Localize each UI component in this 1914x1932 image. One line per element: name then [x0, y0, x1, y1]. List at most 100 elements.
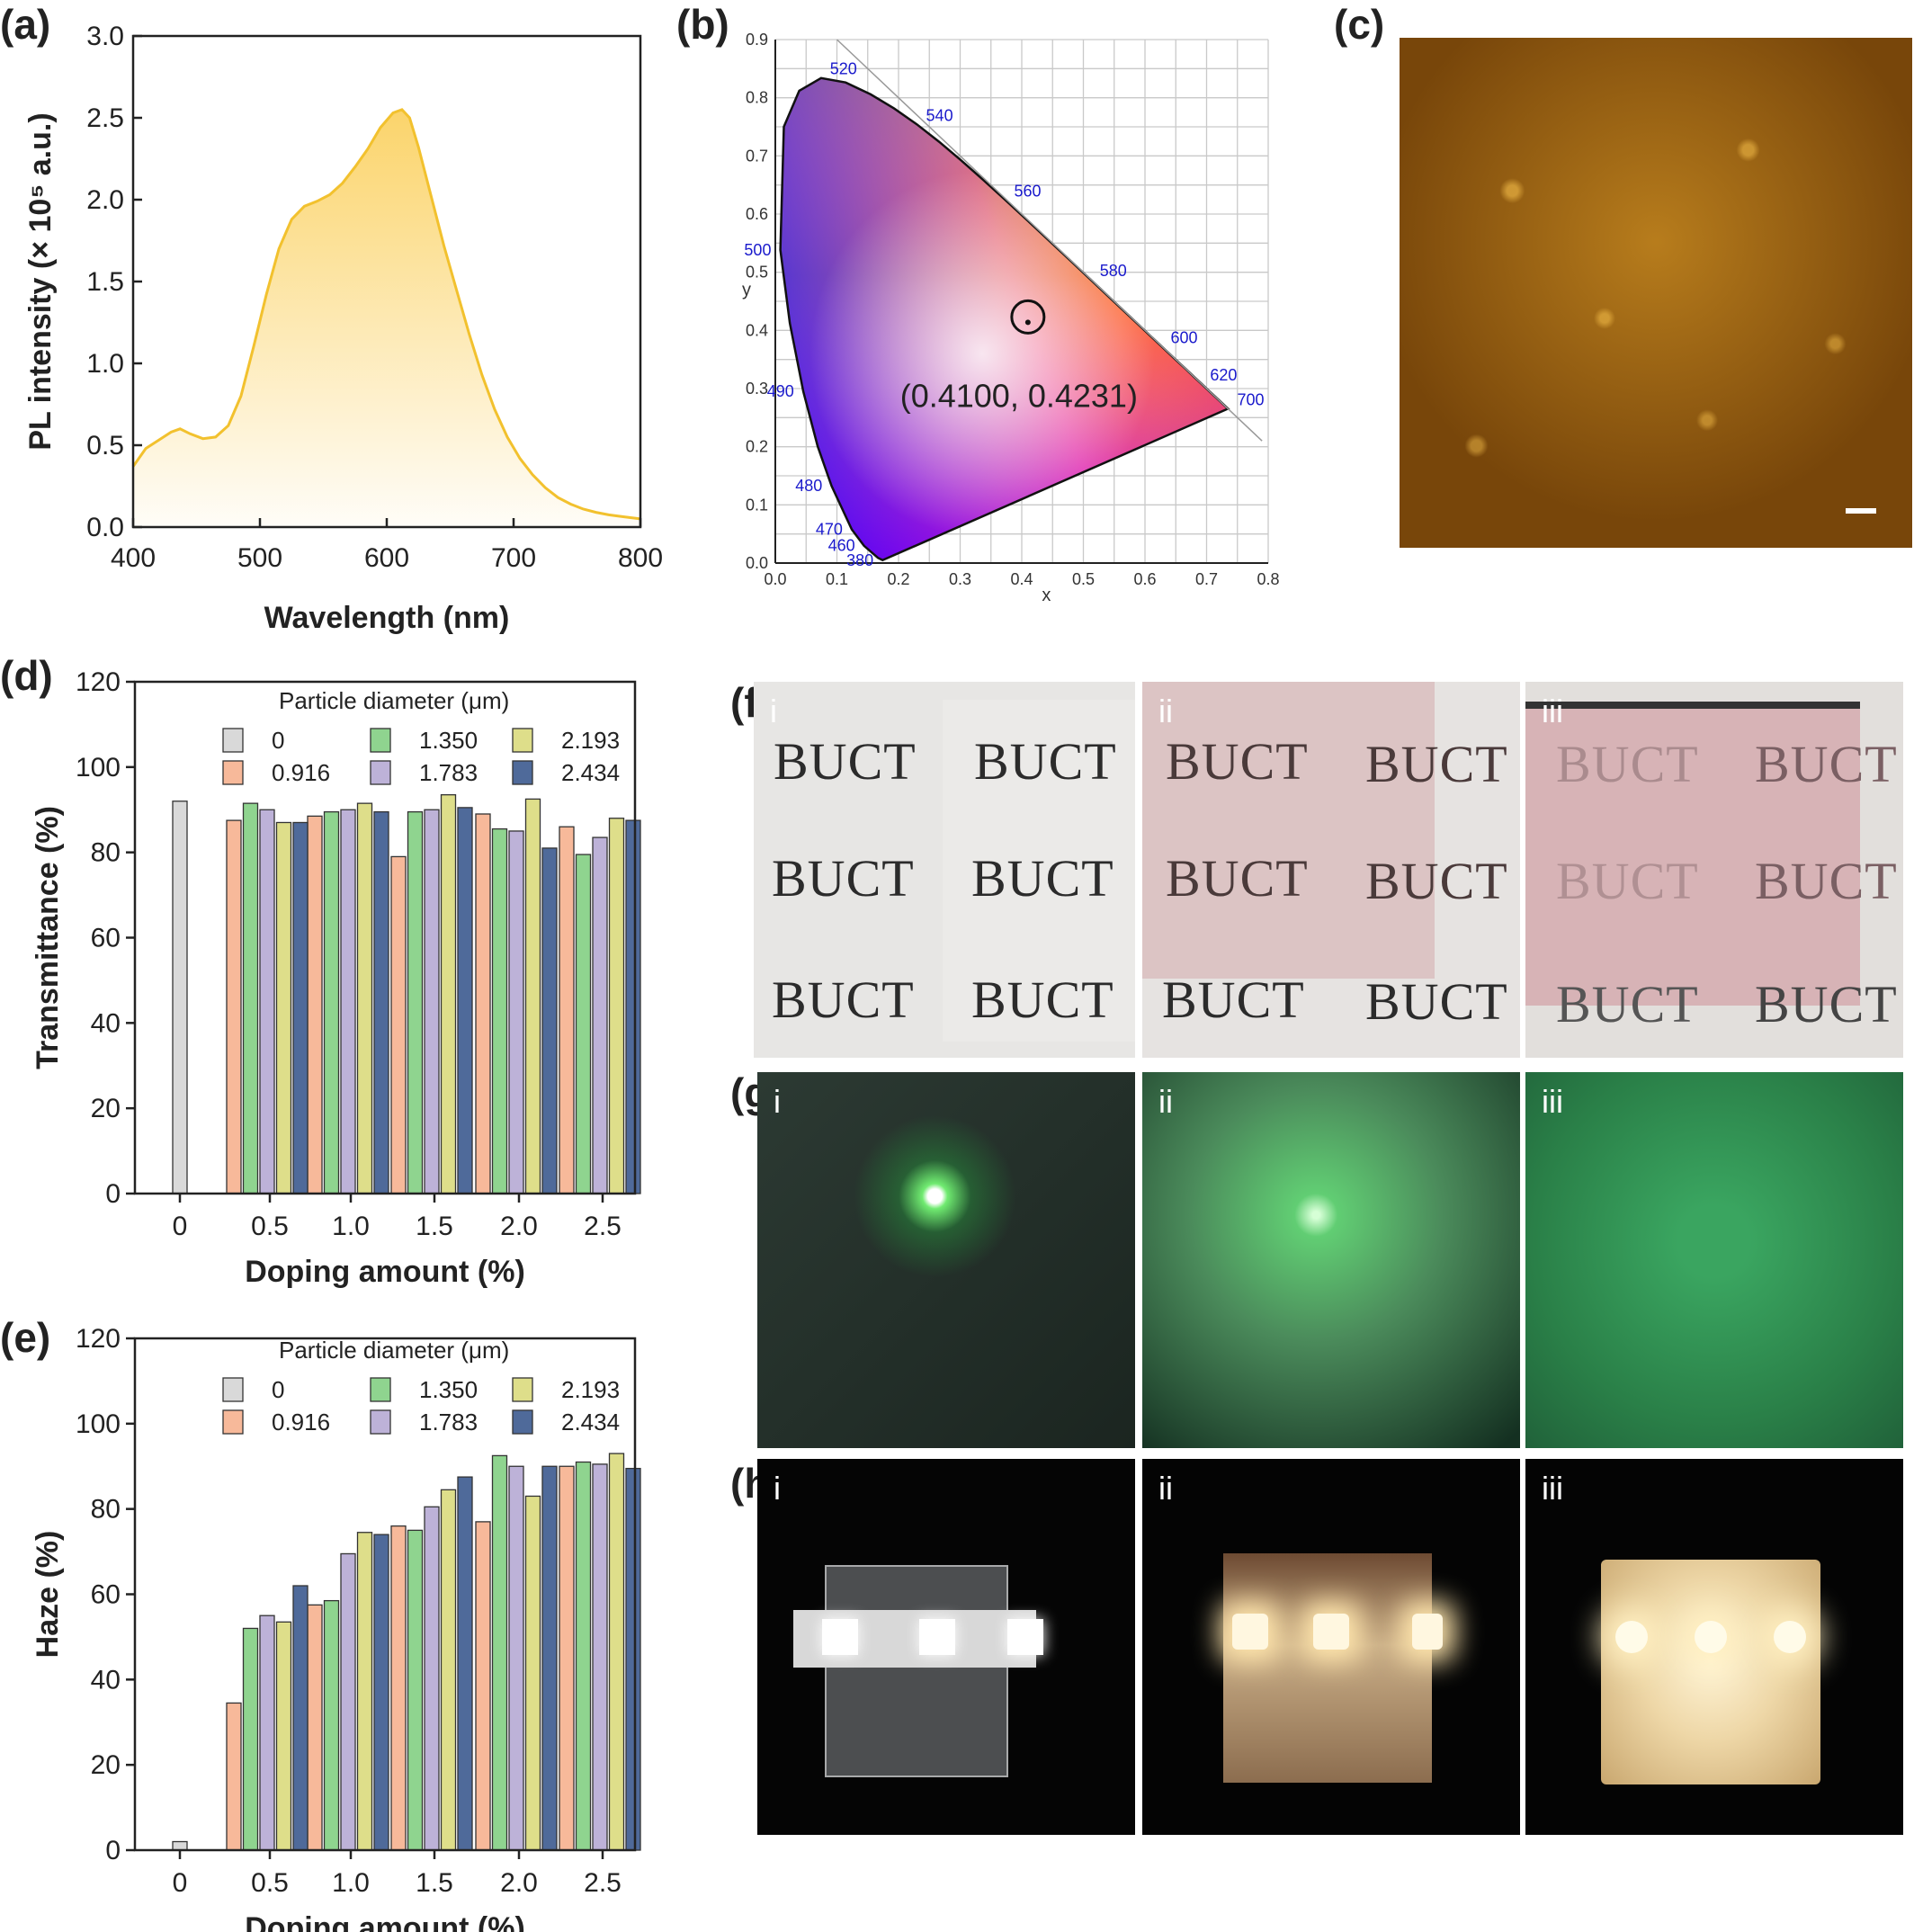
diagonal-line	[836, 39, 1263, 442]
photo-h-i: i	[757, 1459, 1135, 1835]
y-tick-label: 0.4	[746, 321, 768, 339]
x-tick-label: 1.5	[416, 1212, 453, 1241]
x-tick-label: 0.5	[251, 1868, 289, 1898]
wavelength-label: 480	[795, 477, 822, 495]
wavelength-label: 700	[1237, 391, 1264, 409]
x-tick-label: 400	[111, 543, 156, 573]
bar	[292, 821, 309, 1194]
bar	[508, 1465, 524, 1851]
bar	[575, 1461, 592, 1851]
legend-entry: 1.783	[419, 759, 478, 786]
x-axis-label: Doping amount (%)	[245, 1255, 525, 1289]
x-tick-label: 0.5	[251, 1212, 289, 1241]
panel-label-c: (c)	[1334, 1, 1385, 48]
x-tick-label: 1.0	[332, 1212, 370, 1241]
y-tick-label: 0.6	[746, 205, 768, 223]
photo-f-label-i: i	[770, 693, 777, 729]
photo-g-i: i	[757, 1072, 1135, 1448]
y-tick-label: 0.2	[746, 438, 768, 456]
y-tick-label: 0.5	[86, 431, 124, 461]
bar	[373, 1534, 389, 1851]
x-axis-label: x	[1042, 586, 1051, 605]
y-tick-label: 0.3	[746, 380, 768, 398]
panel-label-e: (e)	[0, 1314, 51, 1361]
bar	[323, 810, 340, 1194]
wavelength-label: 580	[1100, 262, 1127, 280]
buct-text: BUCT	[971, 970, 1114, 1029]
legend-title: Particle diameter (μm)	[279, 687, 509, 714]
x-tick-label: 0.2	[887, 570, 909, 588]
bar	[559, 1465, 575, 1851]
legend-swatch	[222, 1409, 244, 1435]
buct-text: BUCT	[1365, 852, 1508, 910]
wavelength-label: 490	[767, 382, 794, 400]
legend-title: Particle diameter (μm)	[279, 1337, 509, 1364]
x-tick-label: 0.5	[1072, 570, 1095, 588]
photo-f-iii: iii BUCT BUCT BUCT BUCT BUCT BUCT	[1525, 682, 1903, 1058]
y-tick-label: 3.0	[86, 22, 124, 51]
legend-swatch	[512, 760, 533, 785]
x-tick-label: 1.5	[416, 1868, 453, 1898]
bar	[541, 847, 558, 1194]
bar	[508, 830, 524, 1194]
wavelength-label: 620	[1210, 366, 1237, 384]
bar	[524, 798, 541, 1194]
photo-f-ii: ii BUCT BUCT BUCT BUCT BUCT BUCT	[1142, 682, 1520, 1058]
buct-text: BUCT	[1755, 975, 1898, 1033]
x-tick-label: 500	[237, 543, 282, 573]
bar	[541, 1465, 558, 1851]
y-tick-label: 1.5	[86, 267, 124, 297]
bar	[625, 819, 641, 1194]
bar	[259, 809, 275, 1194]
bar	[457, 1476, 473, 1851]
bar	[475, 1521, 491, 1851]
scale-bar	[1846, 508, 1876, 514]
photo-f-label-ii: ii	[1158, 693, 1173, 729]
bar	[356, 802, 373, 1194]
photo-f-i: i BUCT BUCT BUCT BUCT BUCT BUCT	[754, 682, 1135, 1058]
bar	[407, 810, 424, 1194]
y-tick-label: 2.5	[86, 103, 124, 133]
buct-text: BUCT	[1556, 735, 1699, 793]
bar	[559, 826, 575, 1194]
y-axis-label: Haze (%)	[31, 1531, 65, 1659]
y-tick-label: 0.1	[746, 496, 768, 514]
buct-text: BUCT	[1365, 972, 1508, 1031]
legend-swatch	[370, 1377, 391, 1402]
y-tick-label: 80	[91, 1495, 121, 1525]
bar	[356, 1532, 373, 1851]
photo-g-label-iii: iii	[1542, 1083, 1563, 1120]
bar	[424, 1506, 440, 1851]
wavelength-label: 520	[830, 60, 857, 78]
bar	[390, 1525, 407, 1851]
photo-f-label-iii: iii	[1542, 693, 1563, 729]
buct-text: BUCT	[1162, 970, 1305, 1029]
bar	[424, 809, 440, 1194]
bar	[491, 827, 508, 1194]
x-tick-label: 0.0	[764, 570, 786, 588]
legend-swatch	[222, 1377, 244, 1402]
wavelength-label: 470	[816, 520, 843, 538]
bar	[407, 1529, 424, 1851]
cie-point-label: (0.4100, 0.4231)	[900, 377, 1138, 414]
legend-swatch	[222, 728, 244, 753]
legend-entry: 1.350	[419, 1376, 478, 1403]
photo-g-label-ii: ii	[1158, 1083, 1173, 1120]
bar	[275, 821, 292, 1194]
cie-point	[1024, 319, 1031, 326]
x-tick-label: 2.5	[584, 1868, 622, 1898]
bar	[307, 1604, 323, 1851]
legend-swatch	[370, 728, 391, 753]
buct-text: BUCT	[772, 849, 915, 908]
legend-entry: 2.434	[561, 1409, 620, 1436]
y-tick-label: 120	[76, 1324, 121, 1354]
legend-swatch	[222, 760, 244, 785]
pl-area-fill	[133, 109, 640, 528]
legend-entry: 2.434	[561, 759, 620, 786]
buct-text: BUCT	[1755, 735, 1898, 793]
x-tick-label: 0.3	[949, 570, 971, 588]
legend-swatch	[512, 728, 533, 753]
x-tick-label: 600	[364, 543, 409, 573]
bar	[242, 802, 259, 1194]
y-tick-label: 80	[91, 838, 121, 868]
